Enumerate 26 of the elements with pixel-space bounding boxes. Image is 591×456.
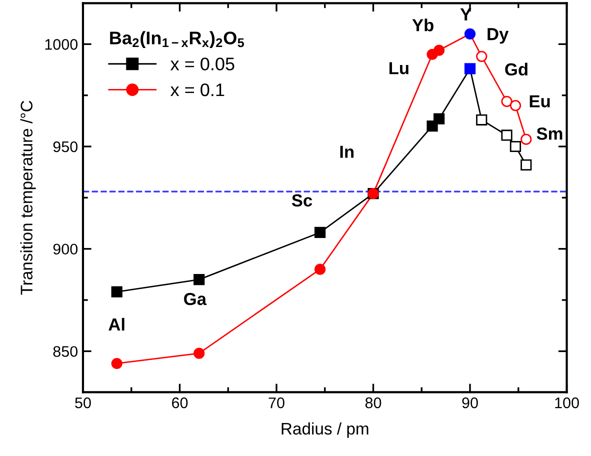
y-tick-label: 850 bbox=[53, 346, 78, 357]
annotation: Gd bbox=[505, 62, 528, 76]
x-axis-title: Radius / pm bbox=[282, 422, 368, 438]
annotation: Sc bbox=[292, 194, 312, 207]
annotation: Dy bbox=[488, 28, 509, 44]
x-tick-label: 50 bbox=[75, 397, 91, 408]
annotation: Ga bbox=[184, 292, 207, 306]
annotation: Sm bbox=[536, 128, 562, 140]
y-axis-title: Transition temperature /°C bbox=[20, 100, 36, 295]
annotation: Eu bbox=[530, 95, 550, 108]
y-tick-label: 1000 bbox=[45, 39, 78, 50]
x-tick-label: 90 bbox=[462, 397, 478, 408]
legend-label: x = 0.1 bbox=[170, 83, 224, 96]
annotation: Y bbox=[460, 8, 472, 20]
x-tick-label: 80 bbox=[365, 397, 382, 408]
y-tick-label: 900 bbox=[53, 244, 78, 255]
annotation: Lu bbox=[390, 62, 408, 74]
text: Ba$_{2}$(In$_{1−x}$R$_{x}$)$_{2}$O$_{5}$ bbox=[110, 31, 244, 48]
legend-label: x = 0.05 bbox=[170, 58, 234, 70]
annotation: In bbox=[340, 146, 354, 158]
x-tick-label: 70 bbox=[268, 397, 284, 408]
y-tick-label: 950 bbox=[53, 141, 78, 152]
annotation: Yb bbox=[412, 18, 434, 32]
annotation: Al bbox=[108, 318, 124, 330]
x-tick-label: 100 bbox=[555, 397, 579, 408]
x-tick-label: 60 bbox=[172, 397, 188, 408]
